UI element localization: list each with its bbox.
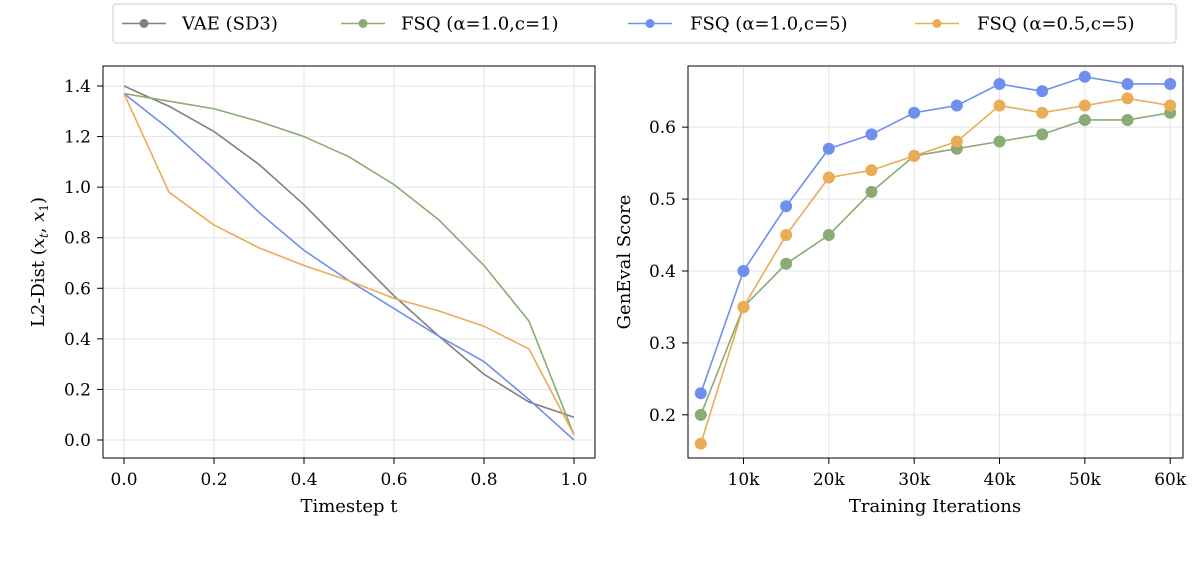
l2-dist-series-line-fsq-a05-c5	[123, 93, 575, 436]
geneval-x-axis-label: Training Iterations	[849, 496, 1021, 517]
geneval-y-tick-label: 0.2	[649, 406, 676, 426]
l2-dist-series-line-vae	[123, 85, 575, 418]
legend-label-fsq-a05-c5: FSQ (α=0.5,c=5)	[977, 14, 1135, 35]
geneval-point-fsq-a1-c1	[694, 408, 707, 421]
geneval-point-fsq-a1-c1	[1121, 113, 1134, 126]
geneval-x-tick-label: 60k	[1154, 470, 1187, 490]
geneval-point-fsq-a1-c1	[780, 257, 793, 270]
geneval-plot-frame	[687, 65, 1184, 459]
l2-dist-y-tick-label: 0.6	[64, 279, 91, 299]
legend-marker-fsq-a1-c5	[645, 19, 655, 28]
l2-dist-x-axis-label: Timestep t	[300, 496, 398, 517]
geneval-point-fsq-a05-c5	[822, 171, 835, 184]
geneval-series-line-fsq-a1-c5	[700, 75, 1171, 394]
l2-dist-y-tick-label: 0.2	[64, 380, 91, 400]
geneval-point-fsq-a1-c1	[1036, 128, 1049, 141]
l2-dist-y-tick-label: 0.4	[64, 330, 91, 350]
geneval-point-fsq-a1-c5	[1164, 77, 1177, 90]
geneval-point-fsq-a05-c5	[1078, 99, 1091, 112]
geneval-point-fsq-a1-c5	[1078, 70, 1091, 83]
geneval-point-fsq-a1-c5	[865, 128, 878, 141]
geneval-y-tick-label: 0.3	[649, 334, 676, 354]
l2-dist-x-tick-label: 0.4	[290, 470, 317, 490]
l2-dist-x-tick-label: 0.0	[110, 470, 137, 490]
legend-marker-fsq-a05-c5	[932, 19, 942, 28]
geneval-point-fsq-a1-c5	[822, 142, 835, 155]
ylabel-x-1: x	[28, 212, 49, 222]
legend: VAE (SD3) FSQ (α=1.0,c=1) FSQ (α=1.0,c=5…	[112, 3, 1177, 44]
ylabel-sub-t: t	[37, 233, 51, 238]
legend-label-vae: VAE (SD3)	[181, 14, 278, 35]
geneval-chart: 10k 20k 30k 40k 50k 60k 0.2 0.3 0.4 0.5 0.6 Traini…	[614, 65, 1187, 517]
ylabel-sep: ,	[28, 222, 49, 233]
l2-dist-grid	[103, 66, 595, 458]
geneval-y-tick-label: 0.4	[649, 262, 676, 282]
l2-dist-x-tick-label: 0.8	[470, 470, 497, 490]
ylabel-x-t: x	[28, 238, 49, 248]
geneval-y-axis-label: GenEval Score	[614, 195, 635, 330]
geneval-point-fsq-a1-c5	[1036, 85, 1049, 98]
l2-dist-x-tick-label: 0.2	[200, 470, 227, 490]
geneval-point-fsq-a1-c1	[993, 135, 1006, 148]
ylabel-sub-1: 1	[37, 204, 51, 212]
legend-entry-fsq-a1-c5: FSQ (α=1.0,c=5)	[628, 14, 848, 35]
geneval-x-tick-label: 50k	[1069, 470, 1102, 490]
geneval-point-fsq-a05-c5	[780, 229, 793, 242]
geneval-series	[694, 70, 1177, 450]
legend-label-fsq-a1-c1: FSQ (α=1.0,c=1)	[401, 14, 559, 35]
l2-dist-plot-frame	[102, 65, 596, 459]
geneval-point-fsq-a1-c5	[737, 264, 750, 277]
legend-entry-vae: VAE (SD3)	[122, 14, 278, 35]
geneval-x-tick-label: 40k	[984, 470, 1017, 490]
geneval-point-fsq-a1-c1	[865, 185, 878, 198]
geneval-point-fsq-a05-c5	[1036, 106, 1049, 119]
geneval-point-fsq-a1-c5	[908, 106, 921, 119]
geneval-x-tick-label: 30k	[898, 470, 931, 490]
legend-entry-fsq-a1-c1: FSQ (α=1.0,c=1)	[341, 14, 559, 35]
geneval-point-fsq-a1-c5	[950, 99, 963, 112]
geneval-point-fsq-a05-c5	[950, 135, 963, 148]
legend-marker-vae	[139, 19, 149, 28]
geneval-x-tick-label: 20k	[813, 470, 846, 490]
geneval-grid	[688, 66, 1183, 458]
geneval-point-fsq-a05-c5	[1121, 92, 1134, 105]
geneval-y-tick-label: 0.5	[649, 190, 676, 210]
legend-label-fsq-a1-c5: FSQ (α=1.0,c=5)	[690, 14, 848, 35]
geneval-point-fsq-a05-c5	[865, 164, 878, 177]
geneval-point-fsq-a05-c5	[993, 99, 1006, 112]
l2-dist-y-tick-label: 1.4	[64, 77, 91, 97]
l2-dist-series-line-fsq-a1-c1	[123, 92, 575, 436]
geneval-point-fsq-a1-c1	[822, 229, 835, 242]
l2-dist-y-axis-label: L2-Dist (xt, x1)	[28, 197, 51, 327]
geneval-point-fsq-a1-c5	[993, 77, 1006, 90]
geneval-point-fsq-a1-c1	[1078, 113, 1091, 126]
geneval-point-fsq-a05-c5	[737, 300, 750, 313]
geneval-point-fsq-a05-c5	[694, 437, 707, 450]
geneval-series-line-fsq-a05-c5	[700, 97, 1171, 444]
geneval-series-line-fsq-a1-c1	[700, 111, 1171, 416]
geneval-point-fsq-a1-c5	[780, 200, 793, 213]
l2-dist-y-tick-label: 1.2	[64, 128, 91, 148]
legend-entry-fsq-a05-c5: FSQ (α=0.5,c=5)	[915, 14, 1135, 35]
l2-dist-chart: 0.0 0.2 0.4 0.6 0.8 1.0 0.0 0.2 0.4 0.6 0.8 1.0 1.2 1…	[28, 65, 596, 517]
geneval-x-tick-label: 10k	[728, 470, 761, 490]
l2-dist-ticks: 0.0 0.2 0.4 0.6 0.8 1.0 0.0 0.2 0.4 0.6 0.8 1.0 1.2 1…	[64, 77, 588, 490]
l2-dist-y-tick-label: 0.8	[64, 229, 91, 249]
l2-dist-x-tick-label: 0.6	[380, 470, 407, 490]
legend-marker-fsq-a1-c1	[358, 19, 368, 28]
ylabel-prefix: L2-Dist (	[28, 248, 49, 327]
l2-dist-y-tick-label: 0.0	[64, 431, 91, 451]
geneval-y-tick-label: 0.6	[649, 118, 676, 138]
geneval-point-fsq-a1-c5	[1121, 77, 1134, 90]
l2-dist-x-tick-label: 1.0	[560, 470, 587, 490]
l2-dist-series	[123, 85, 575, 441]
ylabel-suffix: )	[28, 197, 49, 204]
geneval-ticks: 10k 20k 30k 40k 50k 60k 0.2 0.3 0.4 0.5 0.6	[649, 118, 1187, 490]
geneval-point-fsq-a05-c5	[1164, 99, 1177, 112]
geneval-point-fsq-a05-c5	[908, 149, 921, 162]
l2-dist-y-tick-label: 1.0	[64, 178, 91, 198]
geneval-point-fsq-a1-c5	[694, 387, 707, 400]
